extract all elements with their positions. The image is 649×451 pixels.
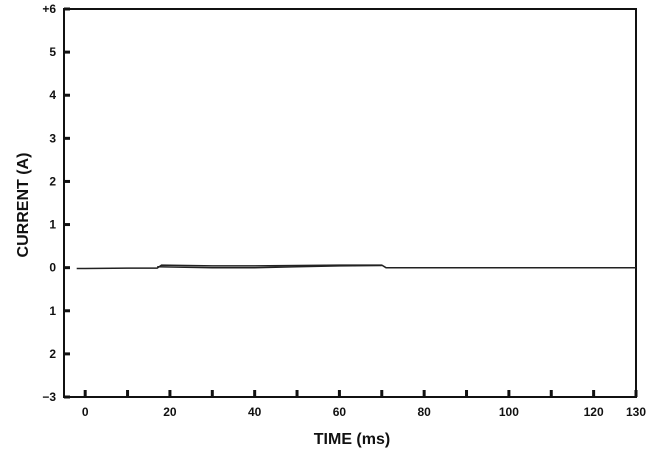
y-tick-label: 0 (49, 261, 56, 275)
y-tick-label: +6 (42, 2, 56, 16)
y-tick-label: 5 (49, 45, 56, 59)
ticks-layer (64, 7, 638, 399)
x-tick-label: 20 (163, 405, 177, 419)
plot-frame-layer (63, 8, 637, 398)
y-axis-label: CURRENT (A) (15, 153, 32, 258)
y-tick-label: 4 (49, 88, 56, 102)
series-layer (76, 264, 636, 270)
x-tick-label: 80 (417, 405, 431, 419)
y-tick-label: 1 (49, 218, 56, 232)
x-tick-label: 0 (82, 405, 89, 419)
y-tick-label: 3 (49, 131, 56, 145)
x-tick-label: 120 (584, 405, 604, 419)
labels-layer: 0 20 40 60 80 100 120 130 +6 5 4 3 2 1 0 1 2 −3 (42, 2, 646, 419)
current-trace-1 (76, 264, 636, 270)
plot-frame (63, 8, 637, 398)
y-tick-label: −3 (42, 390, 56, 404)
y-tick-label: 2 (49, 347, 56, 361)
x-tick-label: 40 (248, 405, 262, 419)
x-tick-label: 60 (333, 405, 347, 419)
x-tick-label: 100 (499, 405, 519, 419)
y-tick-label: 2 (49, 174, 56, 188)
x-axis-label: TIME (ms) (314, 431, 390, 448)
x-tick-label: 130 (626, 405, 646, 419)
y-tick-label: 1 (49, 304, 56, 318)
current-trace-2 (157, 264, 382, 269)
